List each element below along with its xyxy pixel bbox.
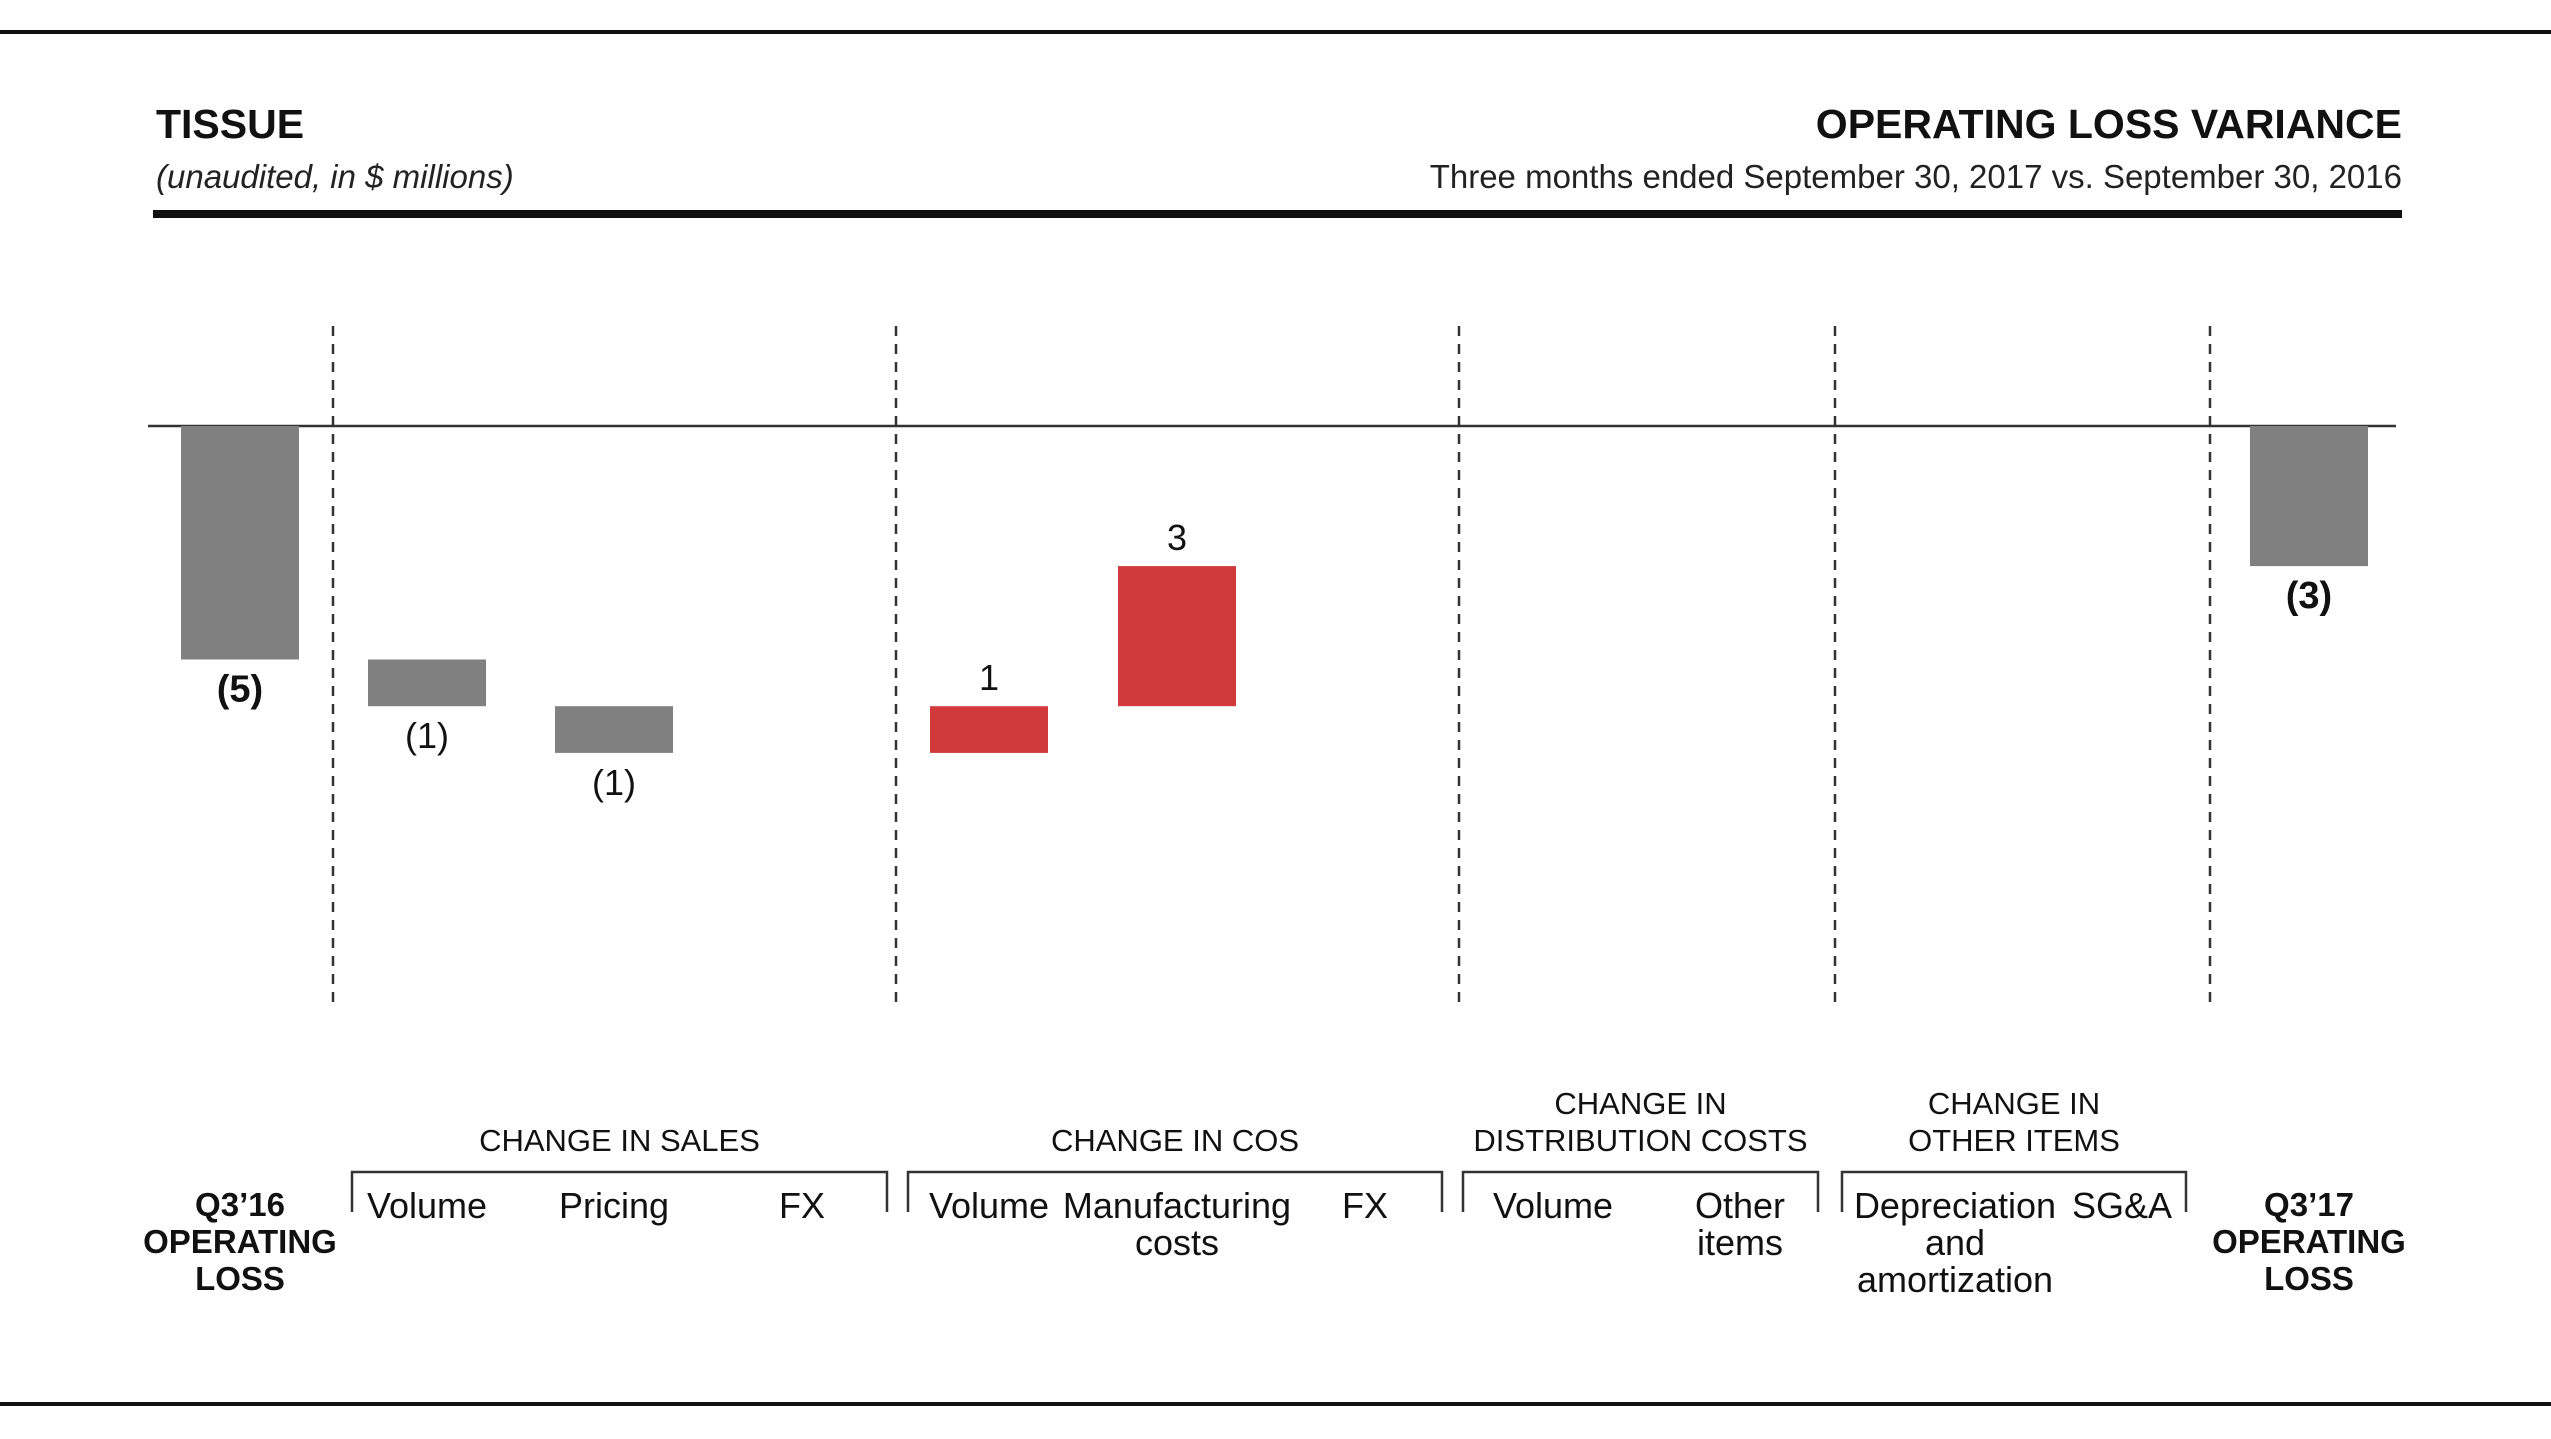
group-label: CHANGE IN COS — [1051, 1123, 1299, 1158]
category-label: Depreciation — [1854, 1185, 2056, 1226]
total-category-label: LOSS — [2264, 1260, 2354, 1297]
group-bracket — [1840, 1170, 2188, 1212]
group-label: DISTRIBUTION COSTS — [1473, 1123, 1807, 1158]
bar-value-label: (5) — [217, 669, 263, 711]
bar-value-label: 3 — [1167, 517, 1187, 558]
category-label: Other — [1695, 1185, 1785, 1226]
group-label: OTHER ITEMS — [1908, 1123, 2120, 1158]
category-label: SG&A — [2072, 1185, 2172, 1226]
total-category-label: Q3’16 — [195, 1186, 285, 1223]
category-label: Volume — [929, 1185, 1049, 1226]
header-right-title: OPERATING LOSS VARIANCE — [1816, 101, 2402, 147]
waterfall-bar — [930, 706, 1048, 753]
category-label: Volume — [367, 1185, 487, 1226]
category-label: Pricing — [559, 1185, 669, 1226]
total-category-label: LOSS — [195, 1260, 285, 1297]
group-label: CHANGE IN — [1928, 1086, 2100, 1121]
bar-value-label: (3) — [2286, 575, 2332, 617]
header-left-title: TISSUE — [156, 101, 304, 147]
total-category-label: OPERATING — [143, 1223, 337, 1260]
group-label: CHANGE IN SALES — [479, 1123, 760, 1158]
waterfall-bar — [181, 426, 299, 660]
group-bracket — [906, 1170, 1444, 1212]
category-label: FX — [779, 1185, 825, 1226]
bar-value-label: (1) — [592, 762, 636, 803]
group-label: CHANGE IN — [1554, 1086, 1726, 1121]
category-label: Manufacturing — [1063, 1185, 1291, 1226]
section-dividers — [331, 326, 2212, 1004]
group-bracket — [350, 1170, 889, 1212]
group-bracket — [1461, 1170, 1820, 1212]
header-right-subtitle: Three months ended September 30, 2017 vs… — [1430, 158, 2402, 195]
category-label: Volume — [1493, 1185, 1613, 1226]
waterfall-bar — [2250, 426, 2368, 567]
category-label: items — [1697, 1222, 1783, 1263]
category-label: and — [1925, 1222, 1985, 1263]
total-category-label: Q3’17 — [2264, 1186, 2354, 1223]
bars-layer — [181, 426, 2368, 753]
category-label: costs — [1135, 1222, 1219, 1263]
category-label: amortization — [1857, 1259, 2053, 1300]
waterfall-bar — [1118, 566, 1236, 707]
value-labels-layer: (5) (1) (1) 1 3 (3) — [217, 517, 2332, 803]
bar-value-label: 1 — [979, 657, 999, 698]
waterfall-bar — [368, 659, 486, 707]
header-left-subtitle: (unaudited, in $ millions) — [156, 158, 514, 195]
bar-value-label: (1) — [405, 715, 449, 756]
total-category-label: OPERATING — [2212, 1223, 2406, 1260]
waterfall-bar — [555, 706, 673, 753]
category-label: FX — [1342, 1185, 1388, 1226]
